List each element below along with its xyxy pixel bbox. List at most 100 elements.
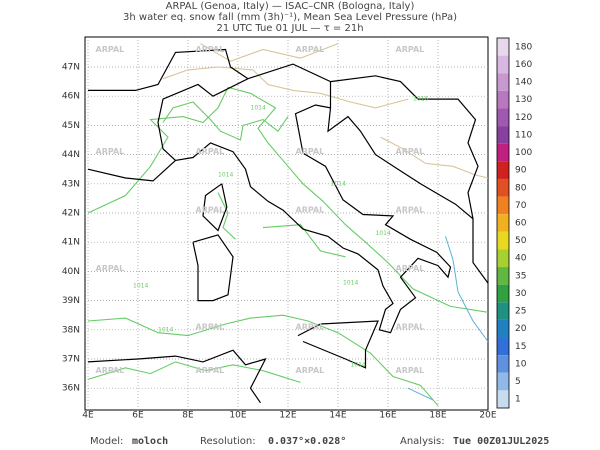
watermark: ARPAL <box>296 45 325 54</box>
lat-label: 38N <box>62 325 80 335</box>
colorbar-swatch <box>497 178 509 197</box>
watermark: ARPAL <box>96 264 125 273</box>
isobar <box>162 101 289 141</box>
contour-label: 1014 <box>251 104 266 111</box>
coastline <box>192 234 234 302</box>
isobar <box>87 314 439 407</box>
colorbar-swatch <box>497 302 509 320</box>
colorbar-swatch <box>497 319 509 338</box>
watermark: ARPAL <box>196 322 225 331</box>
lon-label: 12E <box>279 411 296 421</box>
lat-label: 39N <box>62 296 80 306</box>
isobar <box>380 136 489 179</box>
watermark: ARPAL <box>396 264 425 273</box>
colorbar-swatch <box>497 143 509 162</box>
colorbar-label: 140 <box>515 78 532 88</box>
colorbar-swatch <box>497 355 509 373</box>
isobar <box>407 387 434 401</box>
map-area: ARPAL ARPAL ARPAL ARPAL ARPAL ARPAL ARPAL ARPAL… <box>84 36 489 411</box>
lon-label: 14E <box>329 411 346 421</box>
colorbar-swatch <box>497 214 509 232</box>
colorbar-swatch <box>497 249 509 268</box>
colorbar-swatch <box>497 390 509 408</box>
colorbar-label: 80 <box>515 183 527 193</box>
watermark: ARPAL <box>196 147 225 156</box>
lat-label: 47N <box>62 63 80 73</box>
colorbar-swatch <box>497 55 509 74</box>
colorbar-label: 70 <box>515 201 527 211</box>
watermark: ARPAL <box>396 206 425 215</box>
coastlines <box>87 48 489 404</box>
analysis: Tue 00Z01JUL2025 <box>453 436 549 447</box>
colorbar-frame <box>496 37 510 409</box>
isobar <box>200 43 339 62</box>
watermark: ARPAL <box>296 206 325 215</box>
colorbar-label: 35 <box>515 271 526 281</box>
colorbar-swatch <box>497 337 509 356</box>
colorbar: 1801601401301201101009080706050403530252… <box>496 37 532 409</box>
lat-label: 36N <box>62 384 80 394</box>
coastline <box>297 320 379 369</box>
colorbar-swatch <box>497 267 509 285</box>
colorbar-label: 130 <box>515 95 532 105</box>
isobar <box>262 224 346 258</box>
colorbar-label: 100 <box>515 148 532 158</box>
colorbar-label: 180 <box>515 42 532 52</box>
watermark: ARPAL <box>196 366 225 375</box>
coastline <box>87 349 267 404</box>
lon-label: 4E <box>82 411 94 421</box>
colorbar-label: 120 <box>515 113 532 123</box>
lon-label: 8E <box>182 411 194 421</box>
lon-label: 18E <box>429 411 446 421</box>
model: moloch <box>132 436 168 447</box>
watermark: ARPAL <box>96 147 125 156</box>
resolution: 0.037°×0.028° <box>268 436 346 447</box>
title-line: ARPAL (Genoa, Italy) — ISAC–CNR (Bologna… <box>166 1 415 12</box>
watermark: ARPAL <box>396 366 425 375</box>
colorbar-swatch <box>497 126 509 144</box>
lat-label: 43N <box>62 179 80 189</box>
colorbar-swatch <box>497 372 509 391</box>
coastline <box>202 183 228 232</box>
watermark: ARPAL <box>396 322 425 331</box>
watermark: ARPAL <box>196 206 225 215</box>
colorbar-swatch <box>497 73 509 91</box>
lat-label: 40N <box>62 267 80 277</box>
watermark: ARPAL <box>296 147 325 156</box>
isobars <box>87 43 489 407</box>
lat-label: 41N <box>62 238 80 248</box>
isobar <box>87 361 301 383</box>
colorbar-label: 1 <box>515 395 521 405</box>
resolution-label: Resolution: <box>200 436 256 447</box>
colorbar-label: 40 <box>515 254 527 264</box>
lat-label: 44N <box>62 150 80 160</box>
colorbar-label: 10 <box>515 359 527 369</box>
border <box>88 48 249 91</box>
isobar <box>217 192 236 240</box>
colorbar-label: 60 <box>515 219 527 229</box>
colorbar-label: 110 <box>515 130 532 140</box>
isobar <box>162 66 409 109</box>
colorbar-swatch <box>497 38 509 56</box>
contour-label: 1016 <box>413 96 428 103</box>
colorbar-label: 50 <box>515 236 527 246</box>
colorbar-label: 160 <box>515 60 532 70</box>
title-line: 3h water eq. snow fall (mm (3h)⁻¹), Mean… <box>123 12 457 23</box>
title-line: 21 UTC Tue 01 JUL — τ = 21h <box>216 23 363 34</box>
colorbar-swatch <box>497 90 509 109</box>
colorbar-swatch <box>497 161 509 179</box>
lat-label: 42N <box>62 209 80 219</box>
lon-label: 16E <box>379 411 396 421</box>
colorbar-swatch <box>497 108 509 127</box>
lat-label: 46N <box>62 92 80 102</box>
watermark: ARPAL <box>296 322 325 331</box>
isobar <box>445 236 489 342</box>
lat-label: 37N <box>62 355 80 365</box>
border <box>330 75 479 219</box>
contour-label: 1014 <box>343 280 358 287</box>
contour-label: 1014 <box>376 230 391 237</box>
colorbar-swatch <box>497 231 509 250</box>
lon-label: 10E <box>229 411 246 421</box>
lat-label: 45N <box>62 121 80 131</box>
